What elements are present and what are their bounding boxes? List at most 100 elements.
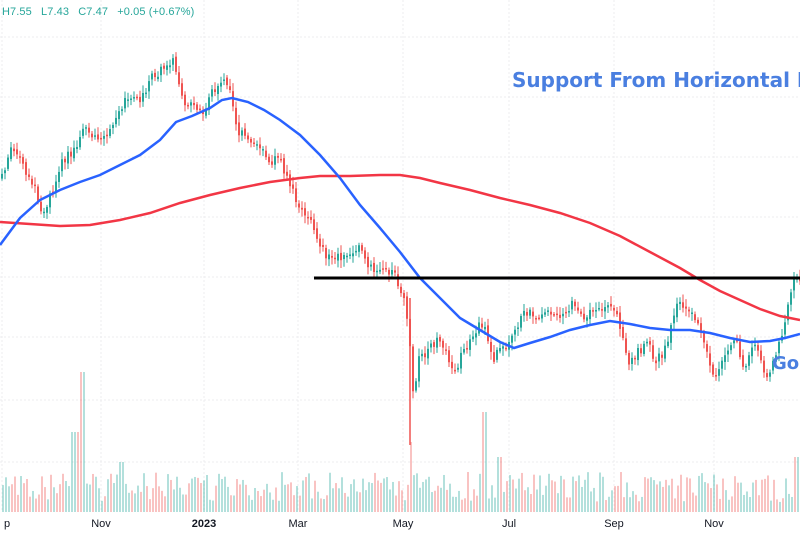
candle-body: [400, 286, 402, 294]
volume-bar: [212, 500, 214, 512]
candle-body: [679, 301, 681, 305]
volume-bar: [239, 484, 241, 512]
candle-body: [349, 254, 351, 256]
volume-bar: [107, 479, 109, 512]
candle-body: [367, 256, 369, 268]
volume-bar: [410, 442, 412, 512]
candle-body: [151, 73, 153, 80]
candle-body: [463, 348, 465, 353]
volume-bar: [290, 482, 292, 512]
volume-bar: [662, 486, 664, 512]
volume-bar: [296, 486, 298, 512]
candle-body: [154, 72, 156, 78]
volume-bar: [545, 485, 547, 512]
candle-body: [91, 133, 93, 138]
volume-bar: [170, 479, 172, 512]
candle-body: [262, 149, 264, 151]
ohlc-high: H7.55: [2, 6, 32, 18]
candle-body: [454, 369, 456, 372]
volume-bar: [26, 479, 28, 512]
volume-bar: [488, 498, 490, 512]
candle-body: [643, 343, 645, 354]
volume-bar: [77, 432, 79, 512]
volume-bar: [713, 474, 715, 512]
volume-bar: [500, 457, 502, 512]
volume-bar: [650, 477, 652, 512]
volume-bar: [32, 490, 34, 512]
candle-body: [256, 144, 258, 146]
volume-bar: [593, 487, 595, 512]
candle-body: [220, 82, 222, 87]
volume-bar: [359, 492, 361, 512]
volume-bar: [341, 477, 343, 512]
x-tick-label: Sep: [604, 518, 624, 530]
volume-bar: [572, 476, 574, 512]
candle-body: [631, 357, 633, 364]
candle-body: [316, 228, 318, 239]
volume-bar: [551, 480, 553, 512]
volume-bar: [119, 462, 121, 512]
candle-body: [376, 270, 378, 273]
volume-bar: [89, 484, 91, 512]
volume-bar: [185, 494, 187, 512]
candle-body: [784, 322, 786, 335]
volume-bar: [368, 482, 370, 512]
volume-bar: [674, 498, 676, 512]
candle-body: [517, 327, 519, 329]
candle-body: [502, 346, 504, 349]
candle-body: [310, 216, 312, 220]
candle-body: [553, 314, 555, 316]
volume-bar: [617, 485, 619, 512]
candle-body: [184, 94, 186, 106]
candle-body: [49, 193, 51, 208]
candle-body: [742, 355, 744, 367]
candle-body: [424, 353, 426, 358]
volume-bar: [14, 476, 16, 512]
volume-bar: [527, 487, 529, 512]
volume-bar: [722, 478, 724, 512]
volume-bar: [611, 490, 613, 512]
volume-bar: [446, 489, 448, 512]
volume-bar: [725, 490, 727, 512]
volume-bar: [452, 496, 454, 512]
volume-bar: [29, 496, 31, 512]
volume-bar: [374, 472, 376, 512]
volume-bar: [626, 482, 628, 512]
volume-bar: [680, 474, 682, 512]
volume-bar: [71, 432, 73, 512]
candle-body: [346, 255, 348, 258]
x-tick-label: Mar: [289, 518, 308, 530]
candle-body: [499, 347, 501, 352]
candle-body: [577, 307, 579, 311]
volume-bar: [188, 483, 190, 512]
volume-bar: [371, 483, 373, 512]
volume-bar: [497, 457, 499, 512]
volume-bar: [305, 476, 307, 512]
candle-body: [43, 211, 45, 214]
volume-bar: [41, 476, 43, 512]
volume-bar: [221, 479, 223, 512]
candle-body: [412, 346, 414, 392]
candle-body: [334, 257, 336, 260]
candle-body: [616, 310, 618, 315]
volume-bar: [419, 487, 421, 512]
candle-body: [691, 312, 693, 315]
candle-body: [754, 344, 756, 347]
volume-bar: [623, 497, 625, 512]
candle-body: [511, 335, 513, 343]
volume-bar: [653, 480, 655, 512]
candle-body: [415, 381, 417, 391]
volume-bar: [257, 490, 259, 512]
candle-body: [130, 98, 132, 100]
candle-body: [421, 353, 423, 357]
candle-body: [295, 188, 297, 203]
volume-bar: [710, 488, 712, 512]
candle-body: [649, 341, 651, 345]
volume-bar: [146, 486, 148, 512]
candle-body: [766, 373, 768, 378]
volume-bar: [287, 484, 289, 512]
volume-bar: [638, 501, 640, 512]
candle-body: [391, 269, 393, 275]
volume-bar: [11, 484, 13, 512]
